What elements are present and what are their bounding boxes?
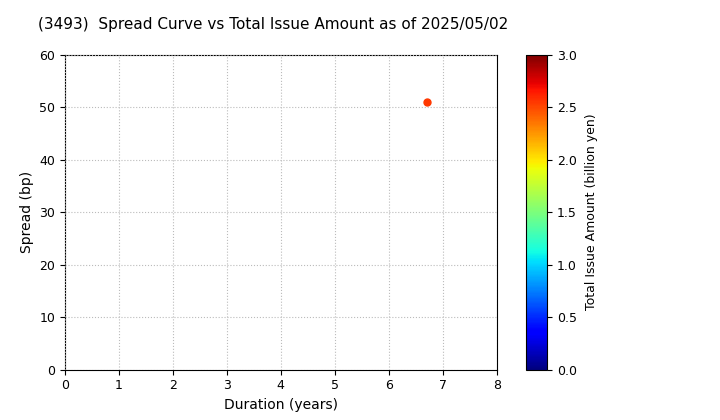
X-axis label: Duration (years): Duration (years) <box>224 398 338 412</box>
Y-axis label: Total Issue Amount (billion yen): Total Issue Amount (billion yen) <box>585 114 598 310</box>
Point <box>420 98 432 105</box>
Y-axis label: Spread (bp): Spread (bp) <box>19 171 34 253</box>
Text: (3493)  Spread Curve vs Total Issue Amount as of 2025/05/02: (3493) Spread Curve vs Total Issue Amoun… <box>38 17 509 32</box>
